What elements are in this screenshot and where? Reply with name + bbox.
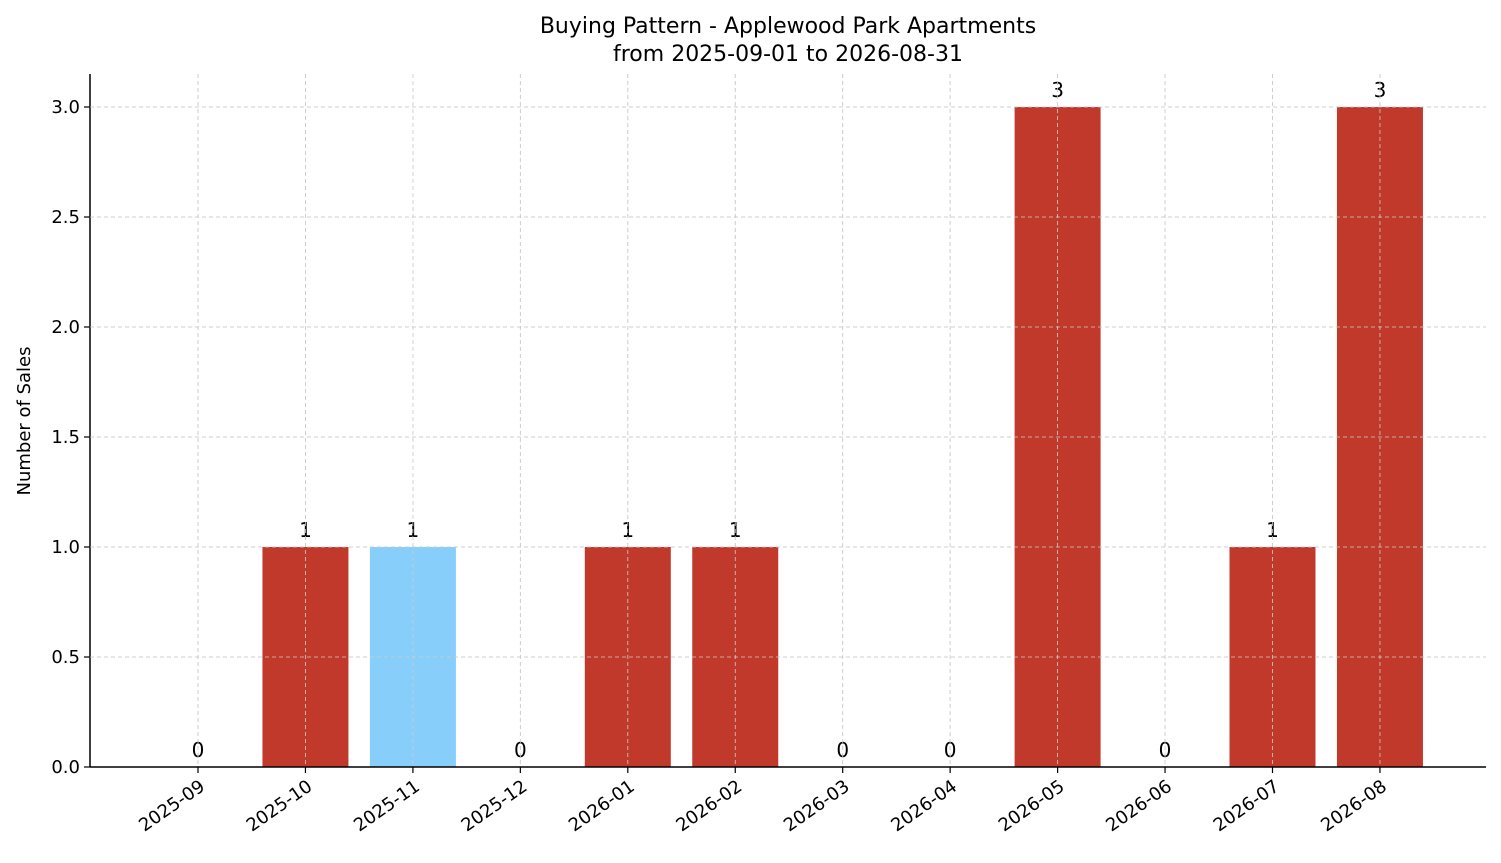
- y-tick-label: 2.5: [51, 207, 80, 228]
- x-tick-label: 2026-03: [780, 776, 854, 836]
- x-tick-label: 2026-05: [995, 776, 1069, 836]
- y-tick-label: 0.0: [51, 757, 80, 778]
- y-tick-label: 1.0: [51, 537, 80, 558]
- x-tick-label: 2026-08: [1317, 776, 1391, 836]
- x-tick-label: 2026-06: [1102, 776, 1176, 836]
- chart-subtitle: from 2025-09-01 to 2026-08-31: [613, 42, 963, 67]
- y-tick-label: 3.0: [51, 97, 80, 118]
- chart-title: Buying Pattern - Applewood Park Apartmen…: [540, 14, 1036, 39]
- x-tick-label: 2025-09: [135, 776, 209, 836]
- x-tick-label: 2025-11: [350, 776, 424, 836]
- y-tick-label: 1.5: [51, 427, 80, 448]
- y-axis-label: Number of Sales: [14, 346, 35, 495]
- x-tick-label: 2026-04: [887, 776, 961, 836]
- y-tick-label: 2.0: [51, 317, 80, 338]
- x-tick-label: 2026-02: [672, 776, 746, 836]
- x-tick-label: 2025-12: [458, 776, 532, 836]
- x-tick-label: 2025-10: [243, 776, 317, 836]
- x-tick-label: 2026-01: [565, 776, 639, 836]
- y-tick-label: 0.5: [51, 647, 80, 668]
- x-tick-label: 2026-07: [1210, 776, 1284, 836]
